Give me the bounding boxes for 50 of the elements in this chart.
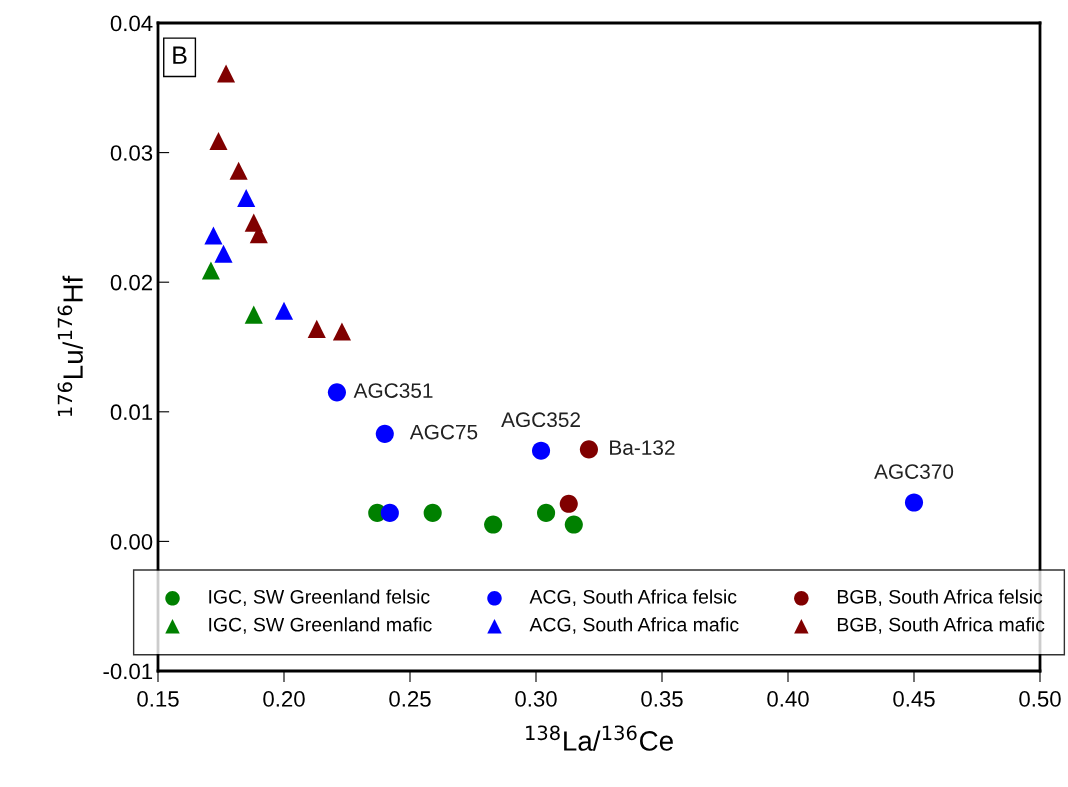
x-tick-label: 0.15 (137, 691, 179, 707)
point (274, 301, 294, 320)
y-tick-label: 0.03 (110, 145, 153, 161)
x-tick-label: 0.50 (1019, 691, 1061, 707)
point (537, 503, 556, 522)
point (204, 226, 223, 245)
annotation: AGC75 (409, 424, 478, 440)
annotation: AGC352 (501, 412, 580, 428)
x-tick-label: 0.35 (641, 691, 683, 707)
legend-label: IGC, SW Greenland felsic (209, 589, 430, 606)
text: B (173, 46, 187, 64)
point (904, 493, 924, 512)
point (559, 494, 578, 513)
point (214, 244, 233, 263)
x-tick-label: 0.20 (263, 691, 305, 707)
x-tick-label: 0.40 (767, 691, 809, 707)
point (484, 515, 503, 534)
legend-label: ACG, South Africa felsic (529, 589, 737, 606)
annotation: Ba-132 (610, 440, 675, 455)
y-tick-label: 0.04 (110, 15, 153, 32)
y-axis-title: $^{176}$Lu/$^{176}$Hf (57, 275, 83, 416)
x-tick-label: 0.45 (893, 691, 935, 707)
x-tick-label: 0.25 (389, 691, 431, 707)
point (380, 503, 399, 522)
point (327, 383, 346, 402)
y-tick-label: 0.00 (110, 533, 153, 550)
point (216, 64, 236, 83)
point (375, 424, 394, 443)
point (237, 188, 256, 208)
legend-label: IGC, SW Greenland mafic (209, 617, 432, 634)
annotation: AGC370 (874, 464, 954, 479)
legend-label: BGB, South Africa mafic (837, 617, 1045, 634)
point (531, 441, 551, 460)
point (307, 319, 326, 338)
point (229, 161, 248, 180)
y-tick-label: -0.01 (103, 663, 153, 680)
point (201, 261, 220, 280)
y-tick-label: 0.01 (110, 404, 153, 421)
legend-label: BGB, South Africa felsic (837, 589, 1043, 606)
point (564, 515, 583, 534)
x-axis-title: $^{138}$La/$^{136}$Ce (526, 725, 673, 751)
annotation: AGC351 (353, 383, 433, 398)
point (244, 305, 263, 324)
x-tick-label: 0.30 (515, 691, 557, 707)
y-tick-label: 0.02 (110, 274, 153, 291)
legend-label: ACG, South Africa mafic (529, 617, 739, 634)
point (423, 503, 442, 522)
point (209, 131, 228, 150)
point (332, 322, 352, 341)
point (579, 440, 598, 459)
